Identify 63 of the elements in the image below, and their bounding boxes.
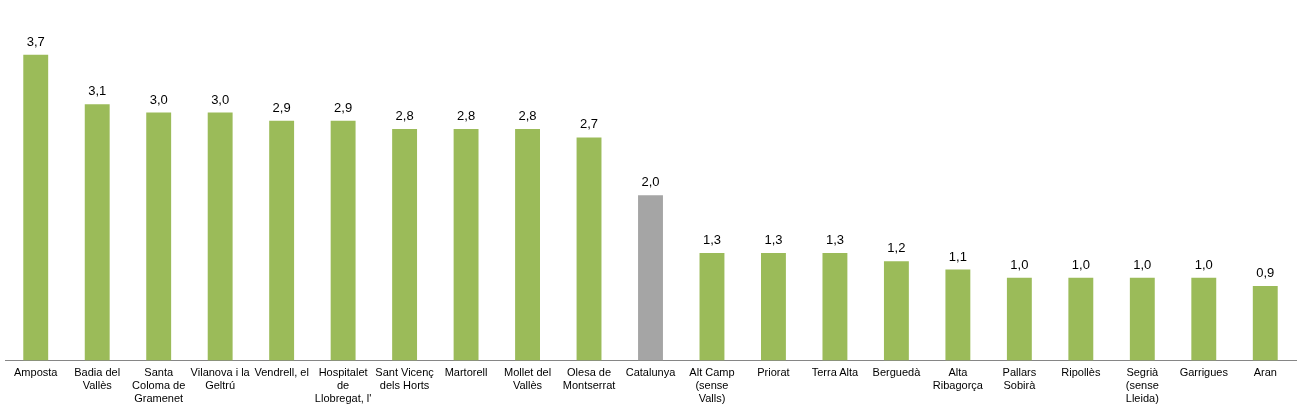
bar (883, 261, 909, 361)
bar (576, 137, 602, 361)
bar (1068, 277, 1094, 361)
data-label: 2,8 (518, 108, 537, 124)
bar (453, 129, 479, 361)
bar (146, 112, 172, 361)
bar (1252, 286, 1278, 361)
data-label: 1,1 (948, 248, 967, 264)
data-label: 3,7 (26, 33, 45, 49)
bar (761, 253, 786, 361)
x-tick-label: Hospitalet de Llobregat, l' (314, 366, 372, 405)
bar (1129, 277, 1155, 361)
data-label: 2,0 (641, 174, 660, 190)
data-label: 2,8 (395, 108, 414, 124)
data-label: 2,8 (457, 108, 476, 124)
bar (515, 129, 540, 361)
data-label: 2,7 (579, 116, 599, 132)
x-tick-label: Badia del Vallès (74, 366, 121, 392)
bar (330, 120, 356, 361)
data-label: 1,3 (702, 232, 722, 248)
data-label: 3,0 (211, 91, 230, 107)
bar (207, 112, 233, 361)
x-tick-label: Amposta (14, 366, 59, 379)
x-tick-label: Mollet del Vallès (504, 366, 552, 392)
x-tick-label: Martorell (444, 366, 488, 379)
bar (269, 120, 295, 361)
x-tick-label: Catalunya (625, 366, 677, 379)
bar (392, 129, 418, 361)
bar (1006, 277, 1032, 361)
data-label: 3,1 (88, 83, 107, 99)
x-tick-label: Olesa de Montserrat (562, 366, 616, 392)
x-tick-label: Vilanova i la Geltrú (190, 366, 251, 392)
x-tick-label: Terra Alta (811, 366, 860, 379)
x-tick-label: Garrigues (1179, 366, 1229, 379)
data-label: 1,0 (1133, 256, 1152, 272)
x-tick-label: Priorat (757, 366, 790, 379)
bar (1191, 277, 1217, 361)
data-label: 2,9 (272, 99, 291, 115)
data-label: 1,0 (1071, 256, 1090, 272)
x-tick-label: Pallars Sobirà (1002, 366, 1037, 392)
x-tick-label: Vendrell, el (254, 366, 309, 379)
bar (699, 253, 725, 361)
bar (822, 253, 848, 361)
bar (23, 54, 49, 361)
data-label: 1,0 (1194, 256, 1213, 272)
data-label: 2,9 (334, 99, 353, 115)
data-label: 0,9 (1256, 265, 1275, 281)
x-tick-label: Ripollès (1061, 366, 1101, 379)
data-label: 1,2 (887, 240, 906, 256)
x-tick-label: Berguedà (872, 366, 922, 379)
bar (945, 269, 971, 361)
x-tick-label: Sant Vicenç dels Horts (375, 366, 435, 392)
data-label: 1,3 (825, 232, 844, 248)
x-tick-label: Segrià (sense Lleida) (1125, 366, 1160, 405)
x-tick-label: Alta Ribagorça (932, 366, 984, 392)
bar (638, 195, 663, 361)
data-label: 1,0 (1010, 256, 1029, 272)
x-tick-label: Santa Coloma de Gramenet (132, 366, 186, 405)
bar (84, 104, 110, 361)
data-label: 1,3 (764, 232, 783, 248)
data-label: 3,0 (149, 91, 168, 107)
x-tick-label: Alt Camp (sense Valls) (689, 366, 735, 405)
x-tick-label: Aran (1253, 366, 1277, 379)
